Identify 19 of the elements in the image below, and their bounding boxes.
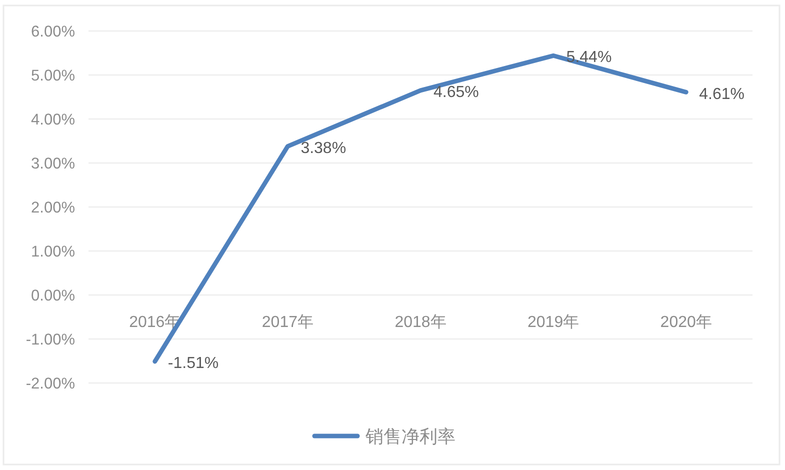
- data-label: 3.38%: [300, 140, 346, 157]
- y-tick-label: 4.00%: [31, 111, 76, 128]
- y-tick-label: 3.00%: [31, 155, 76, 172]
- data-label: 4.65%: [434, 84, 479, 101]
- x-tick-label: 2020年: [660, 314, 712, 331]
- x-tick-label: 2018年: [394, 314, 446, 331]
- data-label: 4.61%: [699, 86, 744, 103]
- y-tick-label: -2.00%: [26, 375, 76, 392]
- y-tick-label: 6.00%: [31, 23, 76, 40]
- x-tick-label: 2017年: [262, 314, 314, 331]
- data-label: 5.44%: [566, 49, 612, 66]
- legend-label: 销售净利率: [364, 426, 456, 446]
- x-tick-label: 2019年: [528, 314, 580, 331]
- y-tick-label: 5.00%: [31, 67, 76, 84]
- data-label: -1.51%: [168, 355, 219, 372]
- y-tick-label: 1.00%: [31, 243, 76, 260]
- y-tick-label: 0.00%: [31, 287, 76, 304]
- y-tick-label: -1.00%: [26, 331, 76, 348]
- y-tick-label: 2.00%: [31, 199, 76, 216]
